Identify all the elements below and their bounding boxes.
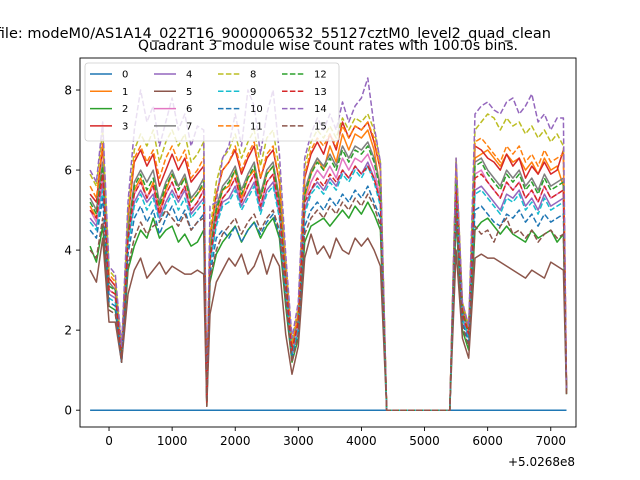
x-offset-text: +5.0268e8 xyxy=(508,455,575,469)
legend-label-10: 10 xyxy=(250,104,263,115)
x-tick-label-2000: 2000 xyxy=(220,434,251,448)
y-tick-label-8: 8 xyxy=(64,84,72,98)
x-tick-label-6000: 6000 xyxy=(472,434,503,448)
y-tick-label-0: 0 xyxy=(64,404,72,418)
legend-box xyxy=(84,62,340,142)
figure-suptitle: n file: modeM0/AS1A14_022T16_9000006532_… xyxy=(0,26,551,42)
series-line-15 xyxy=(89,193,568,411)
legend-label-5: 5 xyxy=(186,87,192,98)
legend-label-1: 1 xyxy=(122,87,128,98)
legend-label-9: 9 xyxy=(250,87,256,98)
series-line-11 xyxy=(89,121,568,411)
legend-label-14: 14 xyxy=(314,104,327,115)
legend-label-7: 7 xyxy=(186,121,192,132)
legend-label-11: 11 xyxy=(250,121,263,132)
series-line-2 xyxy=(89,201,568,411)
series-line-12 xyxy=(89,145,568,411)
x-tick-label-1000: 1000 xyxy=(157,434,188,448)
series-line-13 xyxy=(89,165,568,411)
x-tick-label-3000: 3000 xyxy=(283,434,314,448)
series-line-9 xyxy=(89,165,568,411)
legend-label-13: 13 xyxy=(314,87,327,98)
legend-label-12: 12 xyxy=(314,70,327,81)
legend-label-3: 3 xyxy=(122,121,128,132)
x-tick-label-7000: 7000 xyxy=(535,434,566,448)
chart-title: Quadrant 3 module wise count rates with … xyxy=(138,38,518,54)
y-tick-label-4: 4 xyxy=(64,244,72,258)
legend-label-6: 6 xyxy=(186,104,192,115)
legend-label-15: 15 xyxy=(314,121,327,132)
x-tick-label-5000: 5000 xyxy=(409,434,440,448)
x-tick-label-0: 0 xyxy=(105,434,113,448)
legend-label-0: 0 xyxy=(122,70,128,81)
legend-label-2: 2 xyxy=(122,104,128,115)
x-tick-label-4000: 4000 xyxy=(346,434,377,448)
legend-label-8: 8 xyxy=(250,70,256,81)
y-tick-label-2: 2 xyxy=(64,324,72,338)
axes-frame xyxy=(79,57,577,428)
legend-label-4: 4 xyxy=(186,70,192,81)
series-line-5 xyxy=(89,233,568,411)
y-tick-label-6: 6 xyxy=(64,164,72,178)
plot-area: 0 1000 2000 3000 4000 5000 6000 700002468012345… xyxy=(64,57,577,448)
